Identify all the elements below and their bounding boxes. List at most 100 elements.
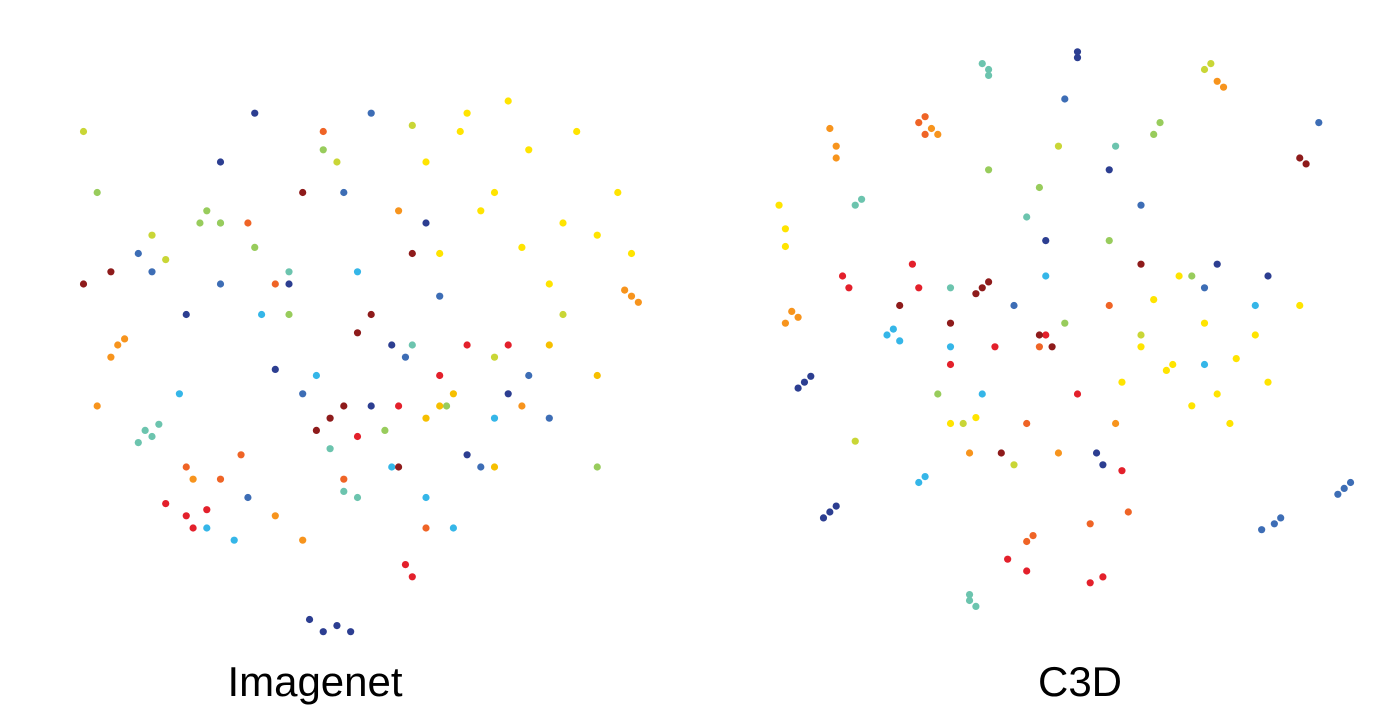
point: [299, 188, 307, 197]
point: [312, 371, 320, 380]
point: [921, 473, 929, 481]
point: [79, 127, 88, 136]
point: [934, 130, 942, 138]
point: [271, 280, 279, 288]
point: [934, 390, 942, 398]
point: [634, 298, 642, 306]
point: [1099, 461, 1107, 469]
point: [915, 478, 923, 487]
point: [381, 426, 389, 434]
point: [845, 284, 853, 292]
point: [436, 371, 444, 380]
point: [408, 249, 416, 258]
point: [1054, 142, 1063, 150]
point: [781, 319, 790, 327]
point: [559, 219, 567, 227]
point: [1188, 272, 1196, 280]
point: [203, 524, 211, 532]
point: [972, 290, 980, 298]
point: [456, 127, 464, 136]
point: [299, 536, 307, 544]
point: [463, 451, 471, 459]
point: [353, 329, 362, 337]
point: [978, 60, 986, 68]
point: [319, 127, 327, 136]
point: [436, 402, 444, 410]
point: [237, 451, 245, 459]
point: [621, 286, 629, 294]
point: [134, 249, 142, 258]
point: [972, 602, 980, 611]
point: [340, 475, 348, 483]
point: [921, 113, 929, 121]
point: [1150, 296, 1158, 304]
point: [965, 596, 974, 605]
point: [395, 402, 403, 410]
point: [1258, 526, 1266, 534]
point: [781, 242, 790, 251]
point: [422, 414, 430, 422]
point: [985, 71, 993, 79]
point: [1004, 555, 1012, 563]
point: [504, 97, 512, 105]
point: [79, 280, 88, 288]
point: [141, 426, 149, 434]
point: [367, 310, 375, 319]
point: [1200, 65, 1209, 74]
point: [1105, 237, 1113, 245]
point: [326, 414, 334, 422]
point: [1270, 520, 1278, 528]
point: [449, 524, 457, 532]
point: [946, 419, 955, 428]
point: [1169, 360, 1177, 369]
point: [826, 124, 834, 133]
point: [1150, 130, 1158, 138]
point: [326, 445, 334, 453]
point: [1200, 319, 1209, 327]
point: [1264, 378, 1272, 386]
point: [305, 615, 314, 624]
point: [162, 500, 170, 508]
point: [997, 449, 1005, 457]
point: [1277, 514, 1285, 522]
point: [1092, 449, 1101, 457]
point: [1251, 331, 1259, 339]
point: [1296, 154, 1304, 162]
point: [442, 402, 451, 410]
point: [121, 335, 129, 343]
point: [1232, 355, 1240, 363]
point: [216, 158, 225, 166]
point: [244, 219, 252, 227]
point: [614, 188, 622, 197]
point: [1086, 579, 1094, 587]
point: [422, 158, 430, 166]
point: [946, 284, 955, 292]
point: [858, 195, 866, 203]
point: [1105, 166, 1113, 174]
point: [1042, 331, 1050, 339]
point: [251, 243, 259, 251]
point: [1112, 419, 1120, 428]
point: [978, 390, 986, 398]
point: [1346, 478, 1355, 487]
point: [593, 231, 601, 239]
point: [162, 256, 170, 264]
panel-label: Imagenet: [227, 658, 402, 705]
point: [333, 622, 341, 630]
point: [1188, 402, 1196, 410]
point: [518, 402, 526, 410]
point: [216, 219, 225, 227]
point: [395, 207, 403, 215]
point: [959, 419, 967, 428]
point: [1023, 537, 1031, 546]
point: [819, 514, 828, 522]
point: [388, 341, 396, 349]
point: [401, 561, 410, 569]
point: [367, 109, 375, 117]
point: [545, 414, 553, 422]
point: [148, 268, 156, 276]
point: [216, 280, 225, 288]
point: [353, 268, 362, 276]
point: [627, 249, 636, 258]
point: [1073, 48, 1082, 56]
